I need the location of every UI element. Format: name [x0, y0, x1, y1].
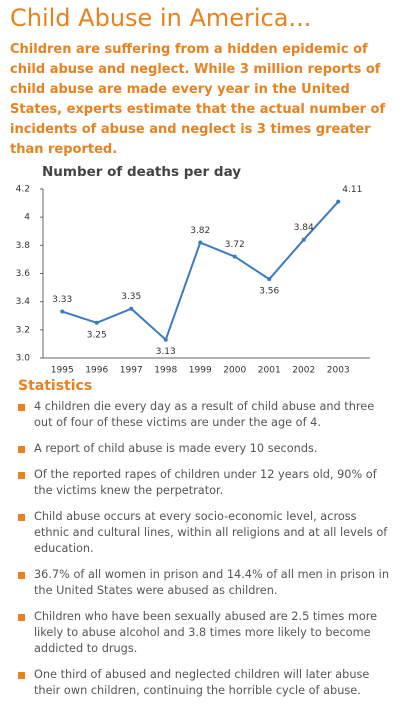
stat-item: Children who have been sexually abused a…: [18, 609, 390, 657]
y-tick-label: 3.0: [16, 354, 31, 364]
x-tick-label: 1996: [85, 366, 108, 376]
data-point: [198, 240, 203, 245]
stat-item: Of the reported rapes of children under …: [18, 467, 390, 499]
x-tick-label: 1997: [120, 366, 143, 376]
stat-item: Child abuse occurs at every socio-econom…: [18, 509, 390, 557]
data-point: [232, 254, 237, 259]
data-point: [336, 199, 341, 204]
x-tick-label: 2002: [292, 366, 315, 376]
data-label: 4.11: [342, 185, 362, 195]
x-tick-label: 1995: [51, 366, 74, 376]
stat-item: 4 children die every day as a result of …: [18, 399, 390, 431]
data-label: 3.72: [225, 240, 245, 250]
chart: Number of deaths per day 3.0 3.2 3.4 3.6 3.8…: [16, 164, 370, 376]
stat-item: One third of abused and neglected childr…: [18, 667, 390, 699]
data-label: 3.13: [156, 347, 176, 357]
y-tick-label: 3.2: [16, 325, 30, 335]
data-point: [301, 237, 306, 242]
data-label: 3.35: [121, 292, 141, 302]
x-tick-label: 1999: [189, 366, 212, 376]
data-label: 3.25: [87, 330, 107, 340]
intro: Children are suffering from a hidden epi…: [10, 42, 386, 157]
data-label: 3.82: [190, 226, 210, 236]
page-title: Child Abuse in America...: [10, 4, 312, 32]
data-point: [129, 306, 134, 311]
y-tick-label: 4.2: [16, 185, 30, 195]
x-tick-label: 2003: [327, 366, 350, 376]
data-point: [163, 337, 168, 342]
data-label: 3.33: [52, 295, 72, 305]
data-point: [94, 320, 99, 325]
page: {"title": "Child Abuse in America...", "…: [10, 4, 389, 697]
stats-list: 4 children die every day as a result of …: [18, 399, 390, 709]
y-tick-label: 4: [24, 213, 30, 223]
y-tick-label: 3.6: [16, 269, 31, 279]
data-point: [267, 277, 272, 282]
data-label: 3.56: [259, 287, 279, 297]
y-tick-label: 3.4: [16, 297, 31, 307]
data-label: 3.84: [294, 223, 314, 233]
x-tick-label: 2001: [258, 366, 281, 376]
stat-item: 36.7% of all women in prison and 14.4% o…: [18, 567, 390, 599]
data-point: [60, 309, 65, 314]
y-tick-label: 3.8: [16, 241, 31, 251]
x-tick-label: 2000: [223, 366, 246, 376]
stats-heading: Statistics: [18, 378, 93, 394]
x-tick-label: 1998: [154, 366, 177, 376]
stat-item: A report of child abuse is made every 10…: [18, 441, 390, 457]
chart-title: Number of deaths per day: [42, 164, 241, 180]
